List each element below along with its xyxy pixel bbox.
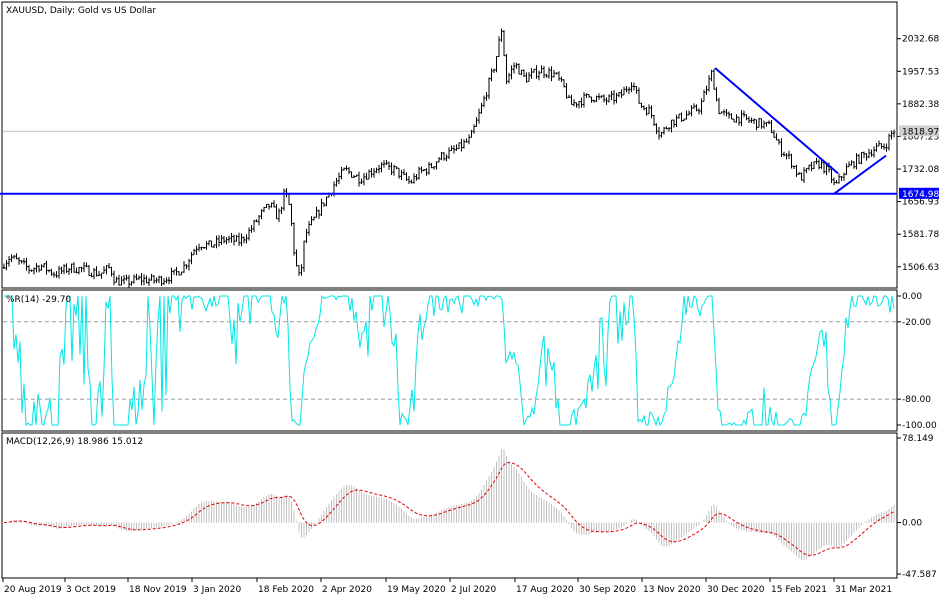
time-tick-label: 13 Nov 2020 xyxy=(643,585,701,595)
macd-tick-label: 78.149 xyxy=(902,434,934,444)
wpr-title: %R(14) -29.70 xyxy=(6,295,71,305)
time-tick-label: 19 May 2020 xyxy=(387,585,446,595)
time-tick-label: 30 Sep 2020 xyxy=(579,585,636,595)
trendlines xyxy=(0,67,897,195)
macd-signal-line xyxy=(3,461,895,556)
time-tick-label: 2 Jul 2020 xyxy=(451,585,496,595)
wpr-line xyxy=(4,294,895,427)
time-tick-label: 2 Apr 2020 xyxy=(322,585,372,595)
price-tick-label: 1882.38 xyxy=(902,100,939,110)
time-tick-label: 18 Nov 2019 xyxy=(129,585,187,595)
price-chart-title: XAUUSD, Daily: Gold vs US Dollar xyxy=(6,6,156,16)
macd-histogram xyxy=(6,448,895,561)
support-level-label: 1674.98 xyxy=(902,190,939,200)
wpr-tick-label: -100.00 xyxy=(902,421,937,431)
price-bars xyxy=(2,28,896,288)
support-level-box xyxy=(899,187,939,199)
time-tick-label: 17 Aug 2020 xyxy=(516,585,574,595)
time-tick-label: 15 Feb 2021 xyxy=(771,585,827,595)
wpr-tick-label: -20.00 xyxy=(902,318,931,328)
price-axis: 2032.68 1957.53 1882.38 1807.23 1732.08 1656.… xyxy=(897,35,939,273)
wpr-tick-label: 0.00 xyxy=(902,292,922,302)
price-tick-label: 1807.23 xyxy=(902,132,939,142)
current-price-box xyxy=(899,125,939,137)
price-tick-label: 1957.53 xyxy=(902,67,939,77)
wpr-levels xyxy=(3,321,896,400)
price-tick-label: 1581.78 xyxy=(902,230,939,240)
time-tick-label: 31 Mar 2021 xyxy=(835,585,892,595)
price-tick-label: 2032.68 xyxy=(902,35,939,45)
macd-tick-label: -47.587 xyxy=(902,570,937,580)
trendline-descending xyxy=(714,67,839,175)
price-tick-label: 1732.08 xyxy=(902,165,939,175)
price-tick-label: 1656.93 xyxy=(902,198,939,208)
time-tick-label: 30 Dec 2020 xyxy=(707,585,765,595)
macd-title: MACD(12,26,9) 18.986 15.012 xyxy=(6,437,143,447)
time-axis: 20 Aug 2019 3 Oct 2019 18 Nov 2019 3 Jan 20… xyxy=(2,578,892,595)
current-price-label: 1818.97 xyxy=(902,127,939,137)
time-tick-label: 18 Feb 2020 xyxy=(258,585,314,595)
time-tick-label: 3 Jan 2020 xyxy=(193,585,241,595)
wpr-tick-label: -80.00 xyxy=(902,395,931,405)
wpr-axis: 0.00 -20.00 -80.00 -100.00 xyxy=(897,292,937,431)
macd-tick-label: 0.00 xyxy=(902,519,922,529)
macd-signal xyxy=(3,461,895,556)
macd-panel-frame xyxy=(1,432,898,579)
macd-axis: 78.149 0.00 -47.587 xyxy=(897,434,937,580)
trendline-ascending xyxy=(833,154,887,195)
price-tick-label: 1506.63 xyxy=(902,263,939,273)
wpr-series-line xyxy=(4,294,895,427)
time-tick-label: 3 Oct 2019 xyxy=(66,585,116,595)
time-tick-label: 20 Aug 2019 xyxy=(4,585,62,595)
price-panel-frame xyxy=(1,1,898,289)
